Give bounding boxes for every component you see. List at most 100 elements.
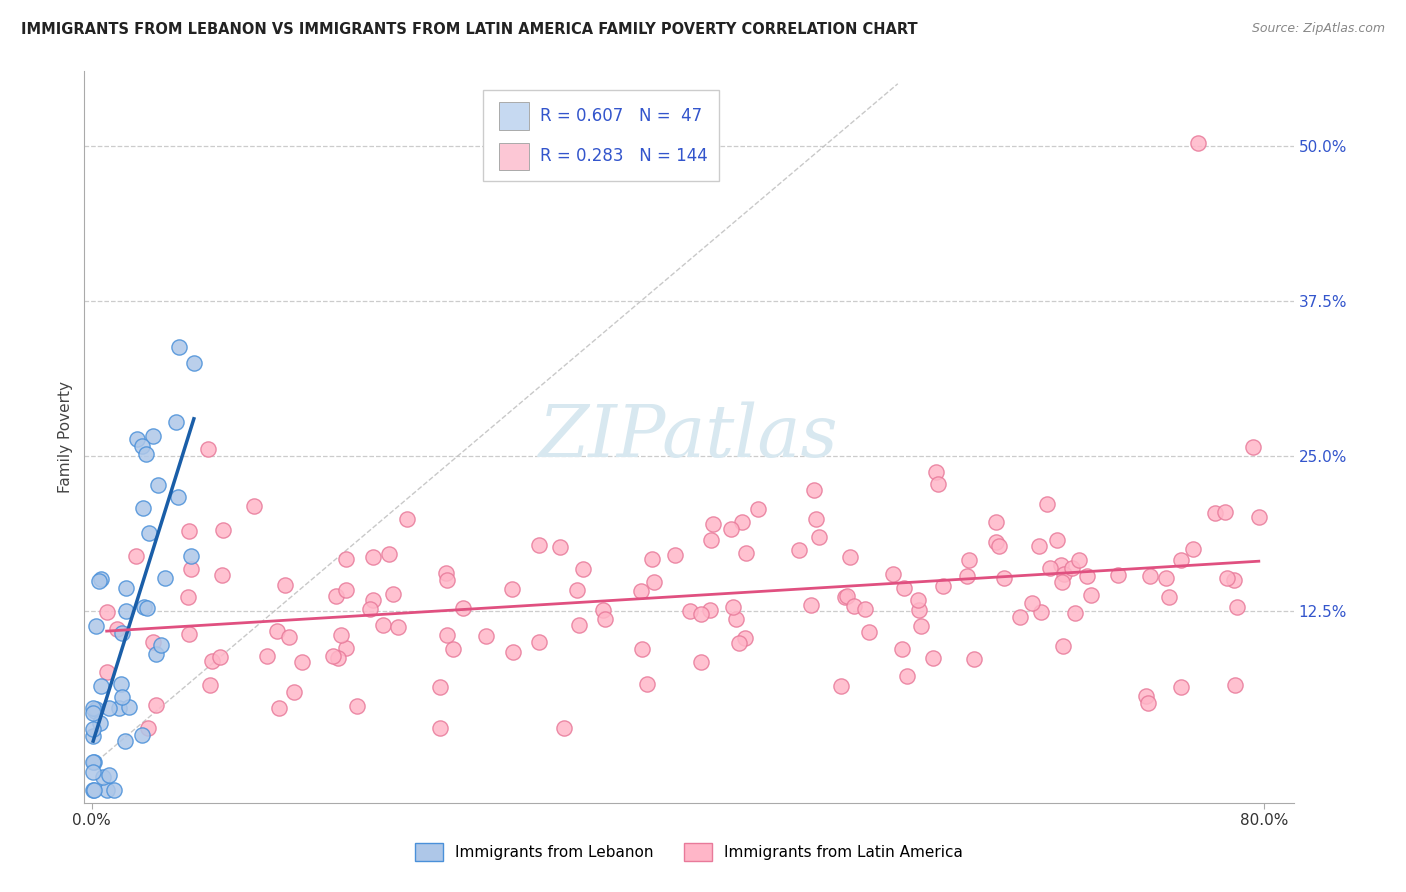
Point	[90, 572, 112, 586]
Point	[96, 665, 118, 679]
Point	[124, 549, 146, 563]
Point	[335, 552, 357, 566]
Point	[142, 429, 165, 443]
Point	[274, 578, 297, 592]
Text: IMMIGRANTS FROM LEBANON VS IMMIGRANTS FROM LATIN AMERICA FAMILY POVERTY CORRELAT: IMMIGRANTS FROM LEBANON VS IMMIGRANTS FR…	[21, 22, 918, 37]
Point	[429, 680, 451, 694]
Point	[83, 783, 105, 797]
Point	[993, 571, 1015, 585]
FancyBboxPatch shape	[484, 90, 720, 181]
Point	[211, 567, 233, 582]
Point	[429, 722, 451, 736]
Point	[256, 648, 278, 663]
Point	[1080, 588, 1102, 602]
Point	[436, 628, 458, 642]
Point	[1223, 574, 1246, 588]
Point	[82, 783, 104, 797]
Point	[166, 490, 188, 504]
Point	[1076, 569, 1098, 583]
Point	[641, 552, 664, 566]
Point	[82, 701, 104, 715]
Point	[90, 679, 112, 693]
Point	[963, 652, 986, 666]
Point	[643, 574, 665, 589]
Point	[436, 573, 458, 587]
Point	[1157, 590, 1180, 604]
Point	[441, 641, 464, 656]
Point	[882, 567, 904, 582]
Point	[1029, 605, 1052, 619]
Point	[146, 478, 169, 492]
Point	[97, 768, 120, 782]
Point	[165, 415, 187, 429]
Point	[114, 734, 136, 748]
Point	[927, 477, 949, 491]
Point	[291, 655, 314, 669]
Point	[330, 628, 353, 642]
Y-axis label: Family Poverty: Family Poverty	[58, 381, 73, 493]
Point	[107, 623, 129, 637]
Point	[395, 511, 418, 525]
Point	[839, 549, 862, 564]
Point	[1035, 496, 1057, 510]
Point	[208, 650, 231, 665]
Point	[201, 654, 224, 668]
Point	[592, 603, 614, 617]
Point	[679, 604, 702, 618]
Point	[1039, 561, 1062, 575]
Point	[180, 562, 202, 576]
Point	[110, 677, 132, 691]
Point	[135, 447, 157, 461]
Point	[91, 770, 114, 784]
Point	[1028, 539, 1050, 553]
Text: R = 0.283   N = 144: R = 0.283 N = 144	[540, 147, 709, 166]
Point	[1107, 568, 1129, 582]
Point	[1241, 440, 1264, 454]
Point	[844, 599, 866, 613]
Point	[117, 699, 139, 714]
Point	[907, 603, 929, 617]
Point	[565, 583, 588, 598]
Point	[359, 602, 381, 616]
Point	[808, 530, 831, 544]
Point	[131, 728, 153, 742]
Bar	[499, 102, 529, 129]
Point	[988, 539, 1011, 553]
Point	[84, 705, 107, 719]
Point	[83, 755, 105, 769]
Point	[183, 356, 205, 370]
Point	[149, 638, 172, 652]
Point	[177, 627, 200, 641]
Text: Source: ZipAtlas.com: Source: ZipAtlas.com	[1251, 22, 1385, 36]
Point	[89, 716, 111, 731]
Point	[501, 582, 523, 596]
Point	[136, 601, 159, 615]
Legend: Immigrants from Lebanon, Immigrants from Latin America: Immigrants from Lebanon, Immigrants from…	[415, 843, 963, 861]
Point	[835, 590, 858, 604]
Point	[571, 562, 593, 576]
Point	[111, 690, 134, 705]
Point	[699, 603, 721, 617]
Point	[82, 764, 104, 779]
Point	[82, 755, 104, 769]
Bar	[499, 143, 529, 170]
Point	[1067, 552, 1090, 566]
Point	[734, 546, 756, 560]
Point	[853, 602, 876, 616]
Point	[984, 515, 1007, 529]
Point	[689, 655, 711, 669]
Point	[699, 533, 721, 548]
Point	[858, 625, 880, 640]
Point	[382, 587, 405, 601]
Point	[132, 600, 155, 615]
Point	[1135, 689, 1157, 703]
Point	[1008, 610, 1031, 624]
Point	[198, 678, 221, 692]
Point	[553, 721, 575, 735]
Point	[747, 501, 769, 516]
Point	[932, 578, 955, 592]
Point	[724, 612, 747, 626]
Point	[1050, 558, 1073, 572]
Point	[723, 599, 745, 614]
Point	[1170, 553, 1192, 567]
